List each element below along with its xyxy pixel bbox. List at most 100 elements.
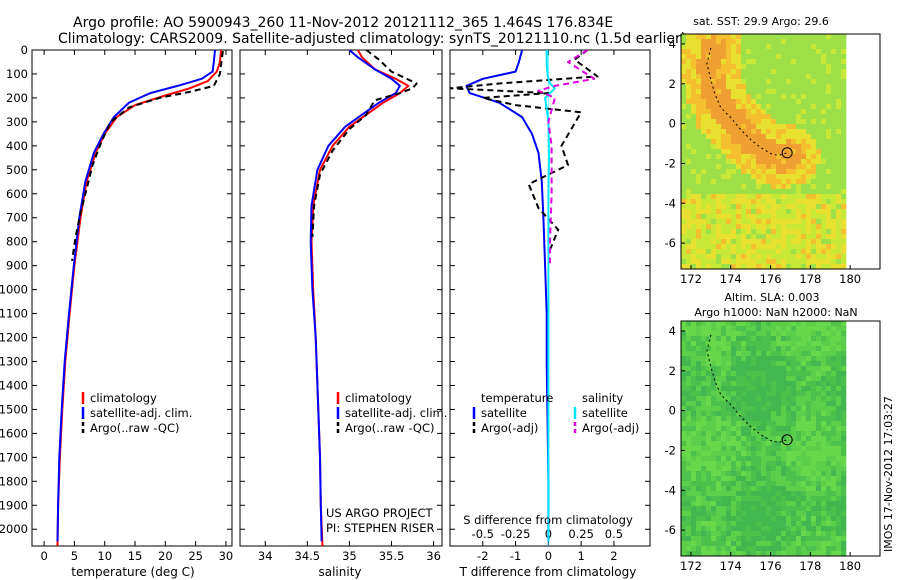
map-cell [746, 214, 752, 220]
map-cell [781, 416, 787, 422]
map-cell [686, 124, 692, 130]
map-cell [736, 159, 742, 165]
map-cell [786, 164, 792, 170]
map-cell [816, 119, 822, 125]
map-cell [706, 461, 712, 467]
map-cell [821, 416, 827, 422]
map-cell [736, 351, 742, 357]
map-cell [811, 64, 817, 70]
map-cell [696, 536, 702, 542]
map-cell [801, 431, 807, 437]
map-cell [816, 84, 822, 90]
map-cell [686, 531, 692, 537]
map-cell [716, 104, 722, 110]
map-cell [776, 386, 782, 392]
map-cell [731, 94, 737, 100]
y-tick-label: 0 [669, 117, 676, 131]
map-cell [786, 74, 792, 80]
map-cell [821, 501, 827, 507]
map-cell [801, 486, 807, 492]
map-cell [796, 264, 802, 270]
map-cell [711, 446, 717, 452]
map-cell [831, 321, 837, 327]
map-cell [781, 119, 787, 125]
map-cell [781, 391, 787, 397]
map-cell [706, 436, 712, 442]
map-cell [791, 396, 797, 402]
map-cell [821, 199, 827, 205]
map-cell [711, 139, 717, 145]
map-cell [731, 139, 737, 145]
map-cell [771, 244, 777, 250]
map-cell [741, 401, 747, 407]
map-cell [681, 426, 687, 432]
temperature-xlabel: temperature (deg C) [71, 565, 194, 579]
map-cell [686, 204, 692, 210]
map-cell [721, 144, 727, 150]
map-cell [746, 224, 752, 230]
map-cell [771, 99, 777, 105]
map-cell [706, 496, 712, 502]
map-cell [716, 189, 722, 195]
map-cell [831, 441, 837, 447]
map-cell [706, 209, 712, 215]
map-cell [716, 466, 722, 472]
map-cell [776, 526, 782, 532]
map-cell [686, 421, 692, 427]
map-cell [781, 461, 787, 467]
map-cell [716, 441, 722, 447]
map-cell [716, 411, 722, 417]
map-cell [836, 461, 842, 467]
map-cell [756, 39, 762, 45]
map-cell [821, 234, 827, 240]
map-cell [821, 546, 827, 552]
map-cell [831, 89, 837, 95]
map-cell [776, 64, 782, 70]
map-cell [826, 541, 832, 547]
map-cell [771, 104, 777, 110]
map-cell [751, 109, 757, 115]
map-cell [776, 214, 782, 220]
map-cell [821, 396, 827, 402]
map-cell [731, 496, 737, 502]
map-cell [756, 341, 762, 347]
map-cell [716, 119, 722, 125]
map-cell [756, 551, 762, 557]
map-cell [751, 371, 757, 377]
map-cell [811, 321, 817, 327]
map-cell [751, 154, 757, 160]
map-cell [686, 436, 692, 442]
map-cell [831, 164, 837, 170]
map-cell [696, 199, 702, 205]
map-cell [816, 149, 822, 155]
map-cell [701, 531, 707, 537]
map-cell [801, 411, 807, 417]
map-cell [791, 184, 797, 190]
map-cell [841, 401, 847, 407]
map-cell [771, 84, 777, 90]
map-cell [816, 194, 822, 200]
map-cell [801, 199, 807, 205]
map-cell [801, 109, 807, 115]
map-cell [706, 516, 712, 522]
map-cell [771, 396, 777, 402]
map-cell [681, 109, 687, 115]
map-cell [731, 456, 737, 462]
map-cell [686, 396, 692, 402]
map-cell [836, 356, 842, 362]
map-cell [826, 119, 832, 125]
map-cell [786, 361, 792, 367]
map-cell [761, 411, 767, 417]
map-cell [811, 84, 817, 90]
map-cell [796, 159, 802, 165]
map-cell [776, 184, 782, 190]
map-cell [791, 551, 797, 557]
map-cell [741, 476, 747, 482]
map-cell [841, 34, 847, 40]
map-cell [696, 401, 702, 407]
map-cell [691, 89, 697, 95]
map-cell [836, 119, 842, 125]
map-cell [691, 239, 697, 245]
map-cell [811, 466, 817, 472]
map-cell [831, 346, 837, 352]
